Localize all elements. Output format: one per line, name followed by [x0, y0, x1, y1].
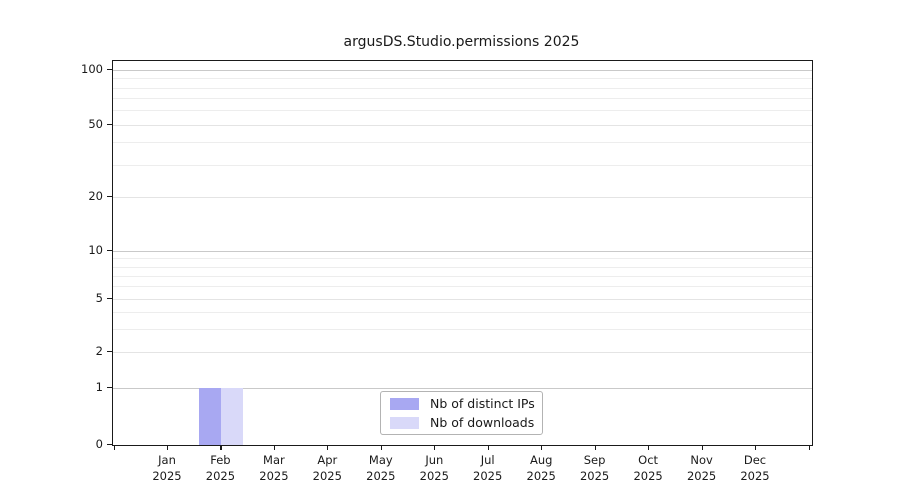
y-tick-label: 1: [95, 380, 103, 394]
y-tick-label: 100: [81, 62, 103, 76]
y-tick-mark: [107, 444, 112, 446]
x-tick-label: May 2025: [366, 453, 396, 483]
x-tick-label: Apr 2025: [312, 453, 342, 483]
y-tick-label: 20: [88, 188, 103, 203]
y-tick-label: 0: [95, 437, 103, 451]
gridline-minor: [113, 258, 812, 260]
x-tick-label: Aug 2025: [526, 453, 556, 483]
x-tick-mark: [113, 445, 115, 450]
x-tick-mark: [487, 445, 489, 450]
x-tick-label: Jun 2025: [419, 453, 449, 483]
gridline-major: [113, 70, 812, 71]
x-tick-label: Feb 2025: [205, 453, 236, 483]
gridline-minor: [113, 328, 812, 330]
x-tick-mark: [380, 445, 382, 450]
x-tick-mark: [273, 445, 276, 450]
legend-label-downloads: Nb of downloads: [430, 415, 535, 430]
gridline-major: [113, 352, 812, 353]
gridline-minor: [113, 110, 812, 112]
x-tick-mark: [755, 445, 757, 450]
gridline-minor: [113, 275, 812, 277]
x-tick-mark: [648, 445, 650, 450]
y-tick-mark: [107, 298, 112, 300]
y-tick-label: 2: [95, 344, 103, 358]
gridline-minor: [113, 98, 812, 99]
gridline-major: [113, 196, 812, 198]
y-tick-label: 10: [88, 243, 103, 257]
gridline-minor: [113, 266, 812, 268]
legend-swatch-distinct-ips: [390, 397, 419, 410]
x-tick-mark: [701, 445, 703, 450]
legend: Nb of distinct IPs Nb of downloads: [380, 391, 543, 435]
plot-area: [112, 60, 813, 446]
x-tick-mark: [808, 445, 810, 450]
gridline-minor: [113, 78, 812, 80]
legend-label-distinct-ips: Nb of distinct IPs: [430, 396, 535, 411]
x-tick-mark: [541, 445, 543, 450]
gridline-major: [113, 251, 812, 252]
x-tick-mark: [220, 445, 222, 450]
x-tick-mark: [167, 445, 169, 450]
gridline-minor: [113, 164, 812, 166]
y-tick-mark: [107, 123, 112, 125]
x-tick-label: Nov 2025: [686, 453, 717, 483]
y-tick-label: 5: [95, 291, 103, 305]
gridline-minor: [113, 311, 812, 313]
y-tick-mark: [107, 69, 112, 71]
x-tick-mark: [327, 445, 329, 450]
x-tick-mark: [434, 445, 436, 450]
x-tick-label: Jul 2025: [473, 453, 503, 483]
bar-distinct-ips: [199, 388, 222, 445]
x-tick-label: Oct 2025: [633, 453, 663, 483]
gridline-major: [113, 299, 812, 300]
gridline-major: [113, 124, 812, 126]
y-tick-label: 50: [88, 116, 103, 131]
chart-title: argusDS.Studio.permissions 2025: [343, 34, 580, 50]
x-tick-label: Jan 2025: [152, 453, 182, 483]
gridline-minor: [113, 286, 812, 288]
x-tick-label: Mar 2025: [259, 453, 289, 483]
legend-item-downloads: Nb of downloads: [390, 415, 535, 430]
x-tick-mark: [594, 445, 596, 450]
legend-swatch-downloads: [390, 416, 419, 429]
y-tick-mark: [107, 387, 112, 389]
y-tick-mark: [107, 195, 112, 197]
legend-item-distinct-ips: Nb of distinct IPs: [390, 396, 535, 411]
gridline-major: [113, 388, 812, 389]
gridline-minor: [113, 142, 812, 143]
y-tick-mark: [107, 351, 112, 353]
bar-downloads: [221, 388, 244, 445]
gridline-minor: [113, 87, 812, 89]
x-tick-label: Dec 2025: [740, 453, 770, 483]
x-tick-label: Sep 2025: [579, 453, 610, 483]
y-tick-mark: [107, 250, 112, 252]
